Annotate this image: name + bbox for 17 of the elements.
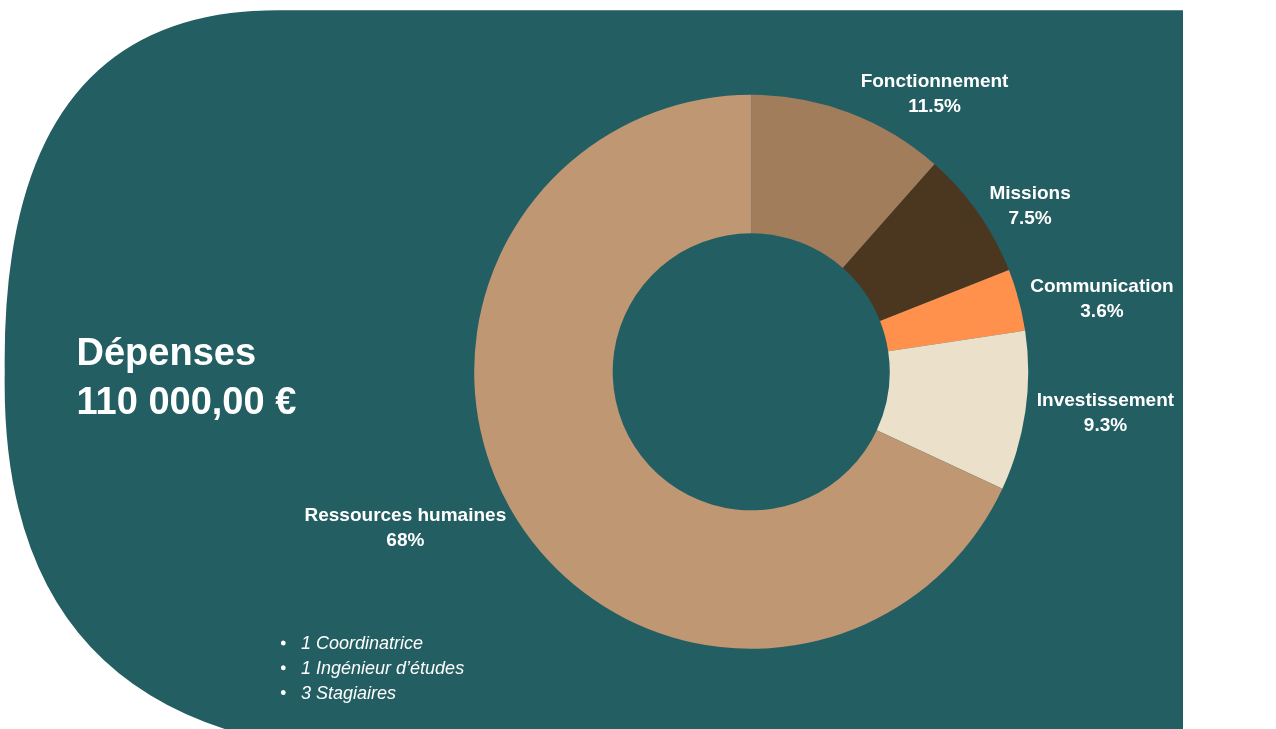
donut-slice — [876, 330, 1029, 489]
data-label: 9.3% — [1083, 413, 1128, 435]
slice-label: Ressources humaines — [304, 504, 507, 526]
data-label: 11.5% — [908, 94, 962, 116]
text: 3 Stagiaires — [301, 683, 397, 703]
slice-label: Missions — [989, 182, 1071, 204]
text: 110 000,00 € — [76, 379, 297, 422]
slice-label: Communication — [1030, 275, 1174, 297]
data-label: 68% — [386, 529, 425, 551]
data-label: 3.6% — [1080, 300, 1124, 322]
data-label: 7.5% — [1008, 207, 1052, 229]
donut-slice — [880, 270, 1026, 352]
slice-label: Investissement — [1036, 388, 1175, 410]
text: Dépenses — [76, 330, 257, 373]
slice-label: Fonctionnement — [860, 69, 1010, 91]
text: 1 Coordinatrice — [301, 633, 424, 653]
text: 1 Ingénieur d’études — [301, 658, 465, 678]
